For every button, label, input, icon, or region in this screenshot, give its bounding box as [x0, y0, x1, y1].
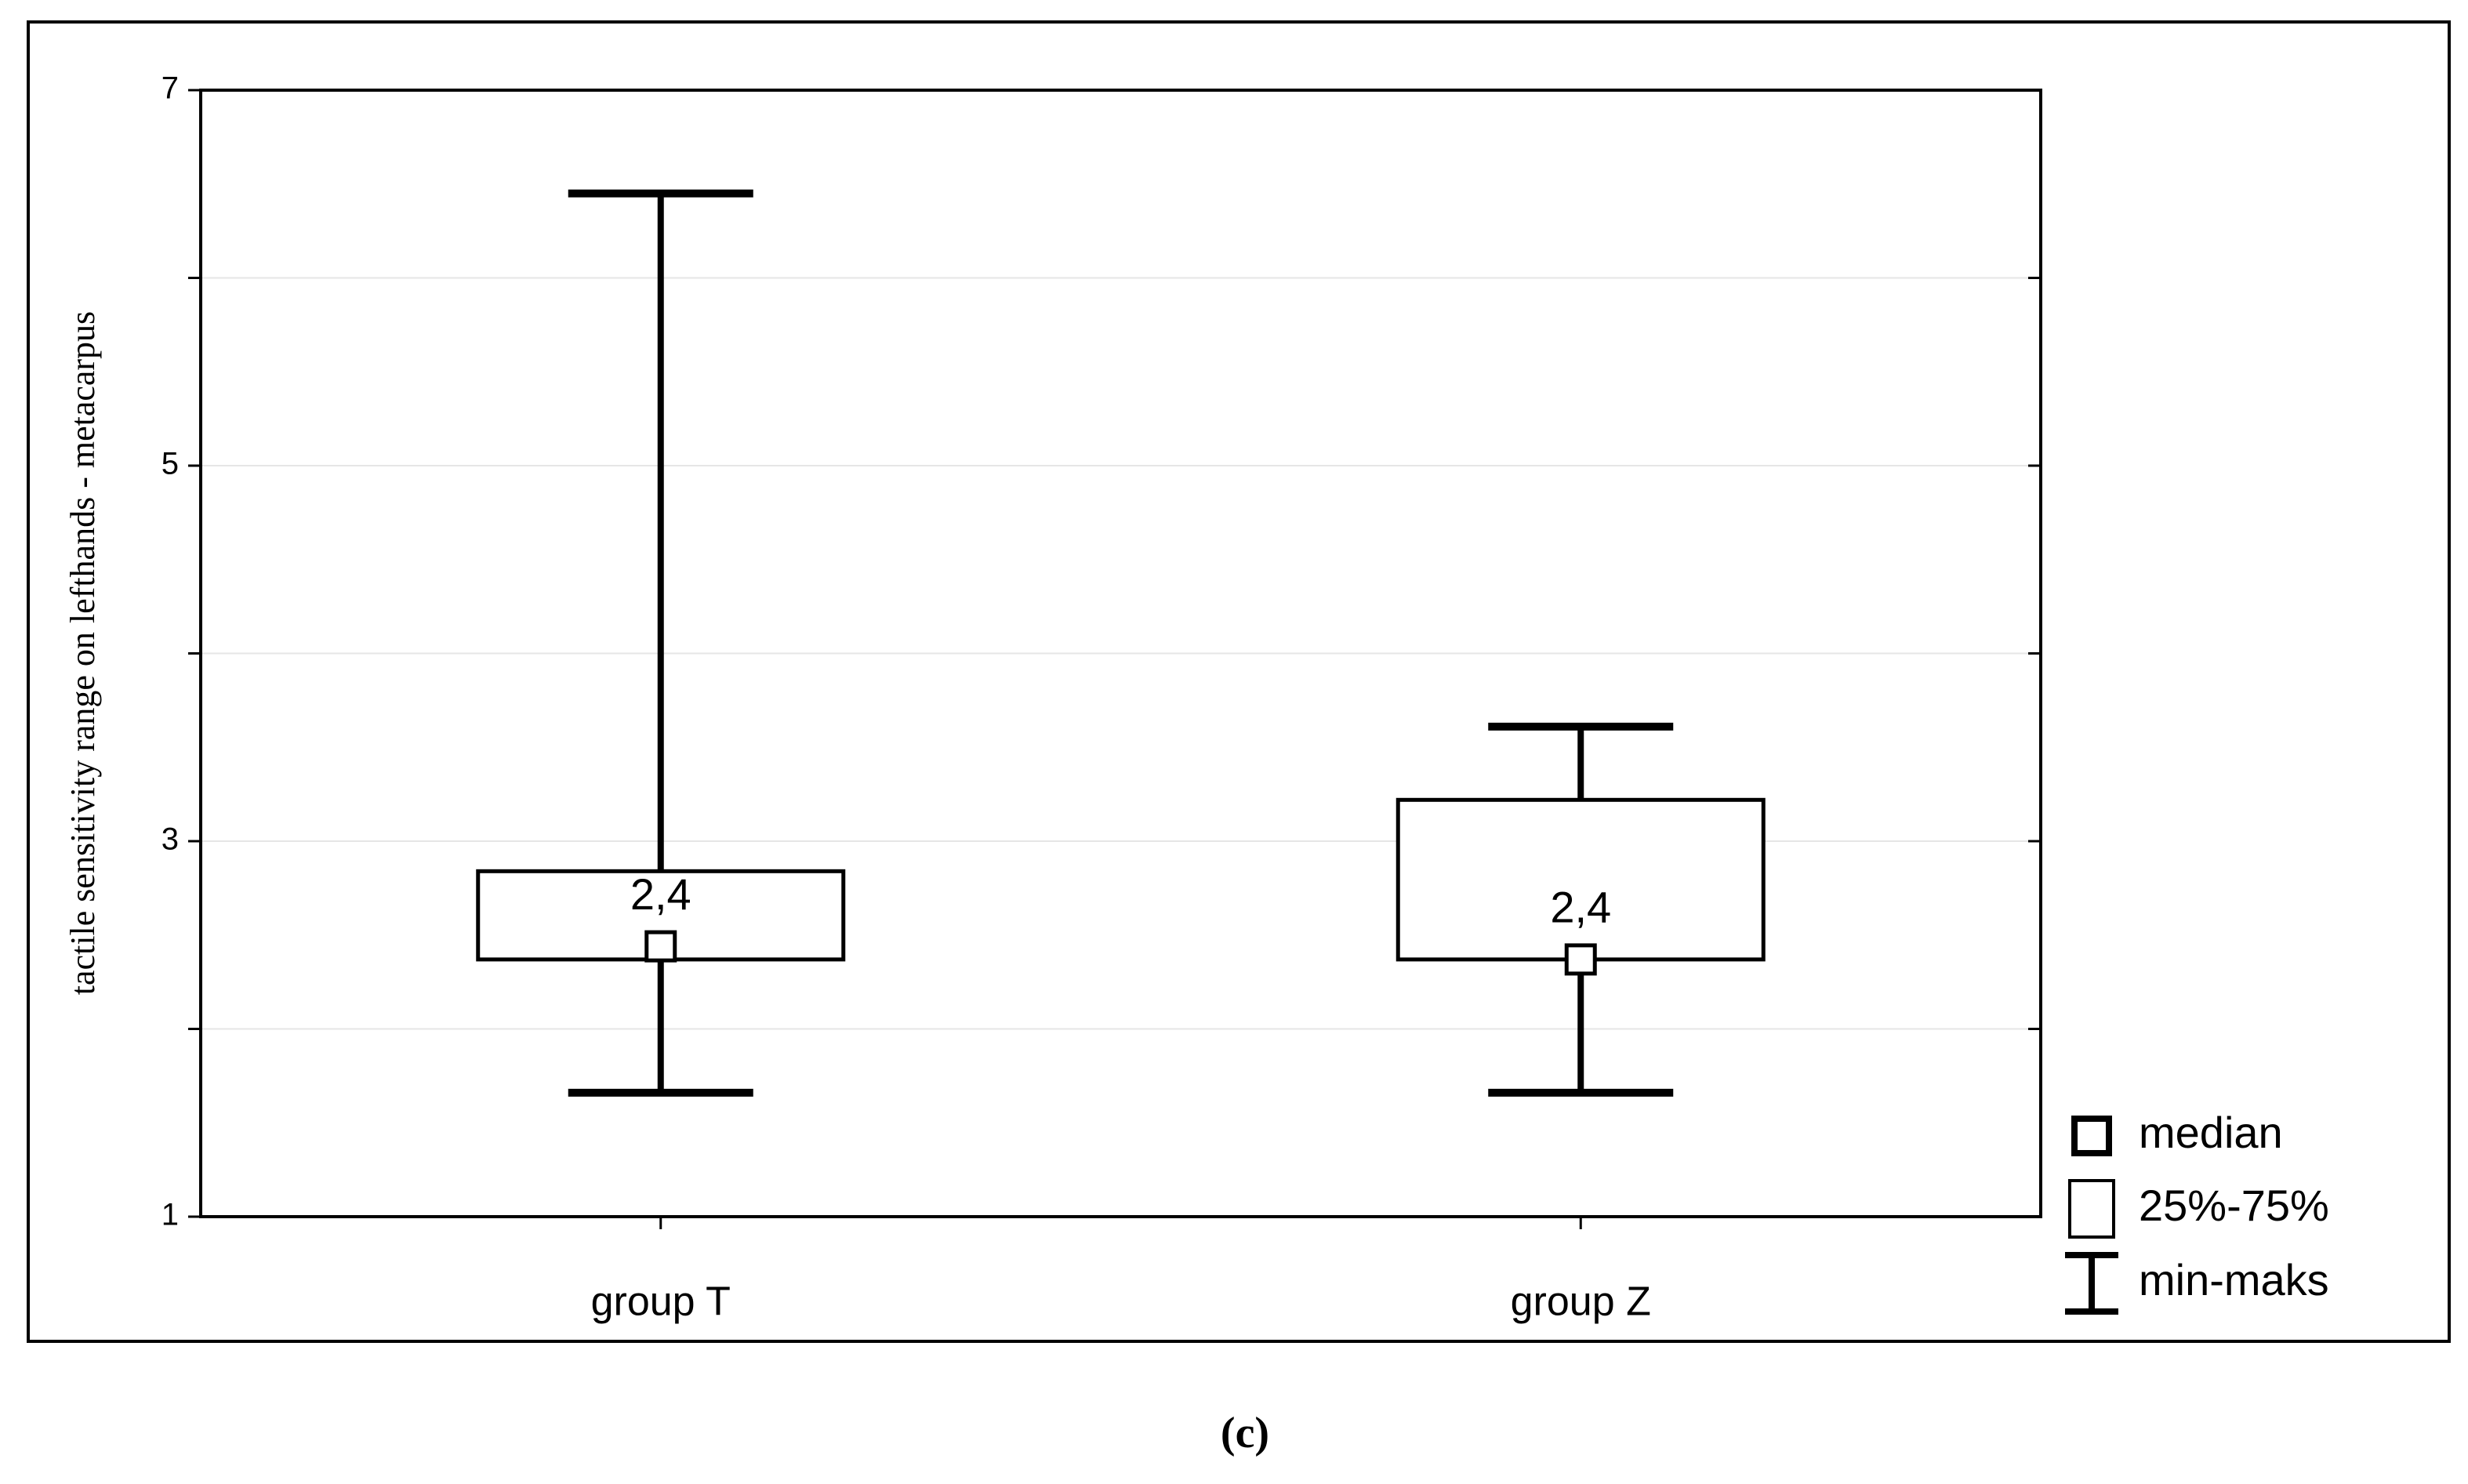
x-tick-label: group T	[591, 1279, 731, 1325]
outer-frame	[27, 20, 2451, 1343]
legend-label: median	[2139, 1108, 2283, 1157]
legend-box-icon	[2068, 1179, 2115, 1239]
caption: (c)	[1221, 1409, 1269, 1457]
x-tick-label: group Z	[1511, 1279, 1651, 1325]
y-tick-label: 5	[162, 447, 179, 481]
median-label: 2,4	[1550, 883, 1611, 932]
legend-label: 25%-75%	[2139, 1181, 2329, 1230]
y-tick-label: 1	[162, 1198, 179, 1232]
y-tick-label: 7	[162, 71, 179, 106]
y-tick-label: 3	[162, 822, 179, 857]
median-label: 2,4	[630, 869, 691, 919]
legend-label: min-maks	[2139, 1255, 2329, 1304]
median-marker	[644, 930, 677, 963]
box	[1396, 797, 1766, 962]
y-axis-label: tactile sensitivity range on lefthands -…	[64, 311, 102, 995]
legend-median-icon	[2071, 1116, 2112, 1156]
median-marker	[1564, 943, 1597, 976]
plot-frame	[199, 89, 2042, 1218]
